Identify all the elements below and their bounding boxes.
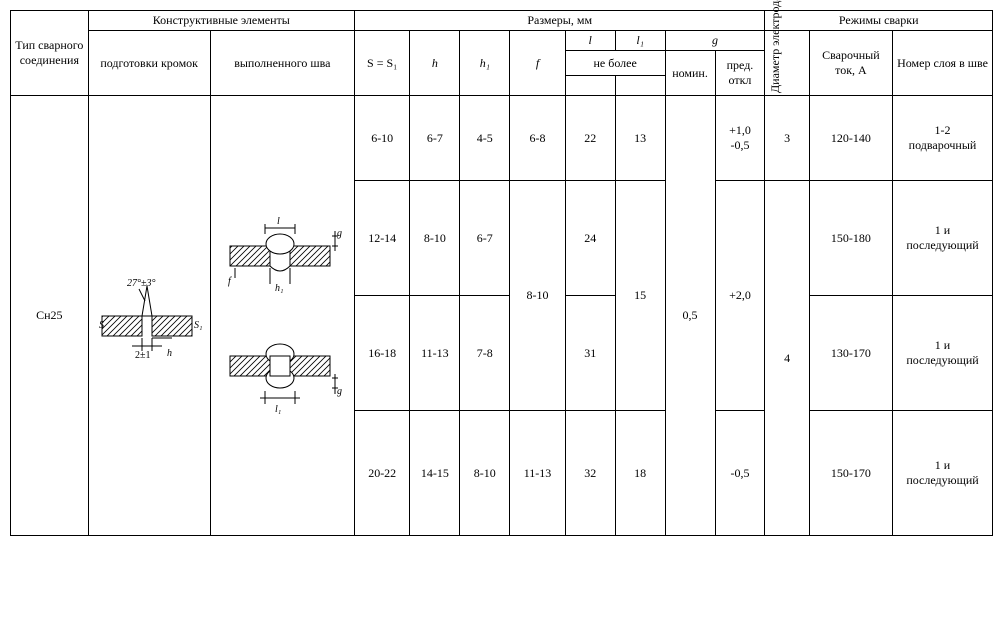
cell-f-mid: 8-10 (510, 181, 565, 411)
f-label: f (228, 276, 232, 287)
cell-l-2: 31 (565, 296, 615, 411)
cell-S-0: 6-10 (354, 96, 409, 181)
angle-label: 27°±3° (127, 278, 156, 289)
cell-type: Сн25 (11, 96, 89, 536)
header-nomin: номин. (665, 51, 715, 96)
header-nomore: не более (565, 51, 665, 76)
header-f: f (510, 31, 565, 96)
l1-label: l₁ (275, 404, 281, 415)
cell-current-0: 120-140 (809, 96, 892, 181)
cell-tol-0: +1,0-0,5 (715, 96, 765, 181)
cell-S-2: 16-18 (354, 296, 409, 411)
header-h1: h₁ (460, 31, 510, 96)
gap-dim: 2±1 (135, 350, 151, 361)
header-tol: пред. откл (715, 51, 765, 96)
header-layer: Номер слоя в шве (893, 31, 993, 96)
cell-diam-mid: 4 (765, 181, 809, 536)
cell-current-3: 150-170 (809, 411, 892, 536)
header-S: S = S₁ (354, 31, 409, 96)
header-diam: Диаметр электрода, мм (765, 31, 809, 96)
header-g: g (665, 31, 765, 51)
header-current: Сварочный ток, А (809, 31, 892, 96)
cell-edge-prep-diagram: 27°±3° S S₁ 2±1 h (88, 96, 210, 536)
cell-weld-done-diagram: l g f h₁ (210, 96, 354, 536)
cell-S-1: 12-14 (354, 181, 409, 296)
header-l1: l₁ (615, 31, 665, 51)
cell-diam-0: 3 (765, 96, 809, 181)
cell-h-3: 14-15 (410, 411, 460, 536)
cell-l-0: 22 (565, 96, 615, 181)
l-label: l (277, 216, 280, 227)
cell-h-1: 8-10 (410, 181, 460, 296)
cell-l1-3: 18 (615, 411, 665, 536)
header-weld-done: выполненного шва (210, 31, 354, 96)
cell-f-3: 11-13 (510, 411, 565, 536)
cell-l-3: 32 (565, 411, 615, 536)
g2-label: g (337, 386, 342, 397)
cell-nomin: 0,5 (665, 96, 715, 536)
cell-layer-0: 1-2подварочный (893, 96, 993, 181)
header-edge-prep: подготовки кромок (88, 31, 210, 96)
header-l-blank (565, 76, 615, 96)
cell-l1-0: 13 (615, 96, 665, 181)
welding-parameters-table: Тип сварного соединения Конструктивные э… (10, 10, 993, 536)
s1-label: S₁ (194, 320, 202, 331)
h1-label: h₁ (275, 283, 283, 294)
cell-h1-2: 7-8 (460, 296, 510, 411)
header-h: h (410, 31, 460, 96)
cell-f-0: 6-8 (510, 96, 565, 181)
cell-tol-3: -0,5 (715, 411, 765, 536)
header-type: Тип сварного соединения (11, 11, 89, 96)
cell-h1-1: 6-7 (460, 181, 510, 296)
header-dims: Размеры, мм (354, 11, 764, 31)
s-label: S (99, 320, 104, 331)
edge-prep-svg: 27°±3° S S₁ 2±1 h (97, 256, 202, 376)
header-construct: Конструктивные элементы (88, 11, 354, 31)
header-l: l (565, 31, 615, 51)
cell-current-1: 150-180 (809, 181, 892, 296)
cell-l-1: 24 (565, 181, 615, 296)
header-l1-blank (615, 76, 665, 96)
cell-l1-mid: 15 (615, 181, 665, 411)
cell-layer-3: 1 ипоследующий (893, 411, 993, 536)
cell-S-3: 20-22 (354, 411, 409, 536)
cell-h1-3: 8-10 (460, 411, 510, 536)
cell-h1-0: 4-5 (460, 96, 510, 181)
g-label: g (337, 228, 342, 239)
cell-tol-mid: +2,0 (715, 181, 765, 411)
cell-h-0: 6-7 (410, 96, 460, 181)
weld-done-svg: l g f h₁ (220, 206, 345, 426)
header-modes: Режимы сварки (765, 11, 993, 31)
cell-layer-1: 1 ипоследующий (893, 181, 993, 296)
cell-layer-2: 1 ипоследующий (893, 296, 993, 411)
h-dim: h (167, 348, 172, 359)
cell-h-2: 11-13 (410, 296, 460, 411)
cell-current-2: 130-170 (809, 296, 892, 411)
